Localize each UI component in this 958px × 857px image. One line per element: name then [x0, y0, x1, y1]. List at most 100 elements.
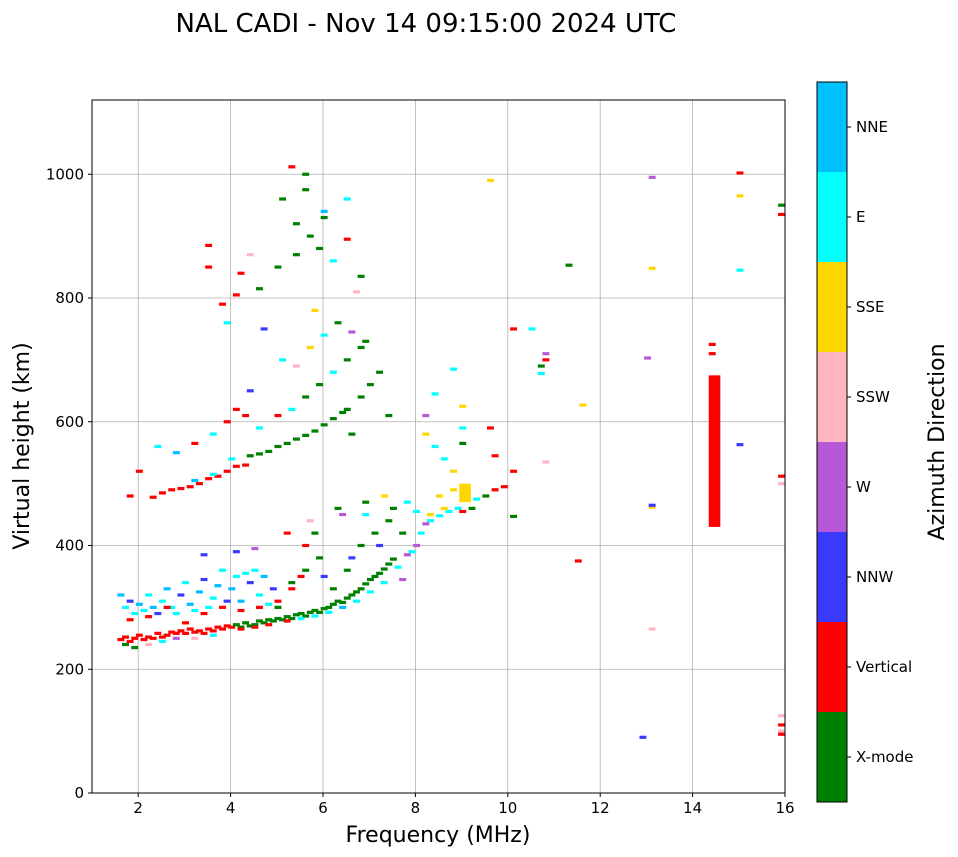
data-point	[353, 590, 360, 594]
data-point	[736, 268, 744, 272]
data-point	[140, 637, 148, 642]
data-point	[440, 506, 448, 510]
data-point	[422, 522, 430, 526]
data-point	[648, 505, 656, 509]
data-point	[131, 636, 139, 640]
x-axis-ticks: 2 4 6 8 10 12 14 16	[133, 793, 795, 817]
data-point	[163, 605, 171, 609]
data-point	[228, 457, 236, 461]
colorbar-swatch-x-mode	[817, 712, 847, 802]
data-point	[325, 610, 333, 614]
data-point	[237, 608, 245, 613]
data-point	[302, 188, 310, 192]
x-tick-label: 14	[683, 799, 702, 817]
data-point	[182, 581, 190, 585]
data-point	[399, 577, 407, 582]
data-point	[154, 444, 162, 449]
plot-frame	[91, 99, 786, 794]
data-point	[334, 321, 342, 325]
data-point	[177, 593, 185, 597]
data-point	[195, 629, 203, 633]
data-point	[343, 237, 351, 241]
data-point	[459, 404, 467, 408]
data-point	[251, 568, 259, 572]
data-point	[389, 506, 397, 510]
data-point	[565, 263, 573, 267]
data-point	[639, 735, 647, 739]
data-point	[334, 599, 342, 603]
data-point	[237, 271, 245, 275]
data-point	[292, 437, 300, 441]
data-point	[302, 433, 310, 437]
data-point	[158, 639, 166, 644]
data-point	[473, 497, 481, 501]
data-point	[223, 599, 231, 603]
data-point	[242, 571, 250, 575]
data-point	[205, 265, 213, 269]
data-point	[422, 413, 430, 418]
data-point	[389, 557, 397, 561]
data-point	[246, 624, 254, 628]
data-point	[122, 605, 129, 609]
data-point	[362, 582, 370, 586]
data-point	[468, 506, 476, 510]
data-point	[316, 610, 323, 614]
data-point	[186, 485, 194, 489]
data-point	[279, 358, 287, 362]
data-point	[131, 611, 139, 616]
data-point	[574, 559, 582, 563]
data-point	[778, 203, 785, 207]
data-point	[158, 491, 166, 495]
x-tick-label: 8	[411, 799, 421, 817]
data-point	[357, 543, 365, 548]
data-point	[288, 616, 296, 621]
data-point	[297, 616, 305, 621]
data-point	[491, 454, 499, 458]
data-point	[242, 621, 250, 625]
data-point	[172, 636, 180, 640]
data-point	[357, 587, 365, 591]
data-point	[195, 590, 203, 594]
data-point	[186, 627, 194, 631]
data-point	[366, 383, 374, 387]
data-point	[316, 556, 323, 560]
data-point	[417, 531, 425, 535]
data-point	[191, 636, 199, 640]
data-point	[283, 531, 291, 535]
data-point	[778, 732, 785, 736]
x-tick-label: 12	[591, 799, 610, 817]
data-point	[145, 593, 153, 597]
data-point	[242, 463, 250, 467]
data-point	[778, 714, 785, 718]
data-point	[380, 494, 388, 498]
data-point	[265, 623, 273, 627]
data-point	[542, 358, 550, 362]
colorbar-label-x-mode: X-mode	[856, 748, 913, 766]
data-point	[366, 577, 374, 582]
data-point	[292, 613, 300, 617]
data-point	[376, 370, 384, 374]
data-point	[510, 514, 518, 519]
data-point	[399, 531, 407, 535]
data-point	[200, 631, 208, 635]
colorbar-label-e: E	[856, 208, 865, 226]
data-point	[343, 358, 351, 362]
data-point	[329, 370, 337, 374]
colorbar-label-ssw: SSW	[856, 388, 890, 406]
data-point	[200, 611, 208, 616]
data-point	[131, 645, 139, 650]
data-point	[168, 630, 176, 634]
data-point	[362, 512, 370, 517]
data-point	[542, 352, 550, 356]
data-point	[708, 342, 716, 347]
data-point	[232, 293, 240, 297]
data-point	[648, 503, 656, 507]
data-point	[145, 642, 153, 647]
x-tick-label: 4	[226, 799, 236, 817]
data-point	[274, 265, 282, 269]
data-point	[487, 178, 494, 183]
data-point	[172, 611, 180, 616]
data-point	[454, 506, 462, 510]
data-point	[288, 581, 296, 585]
y-tick-label: 800	[55, 289, 84, 307]
